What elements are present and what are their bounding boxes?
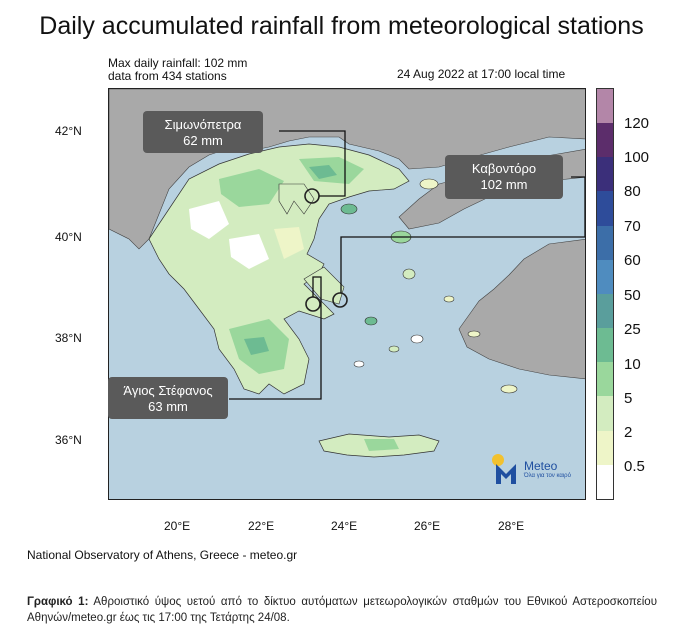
lon-tick-20: 20°E	[164, 519, 191, 533]
lon-tick-26: 26°E	[414, 519, 441, 533]
colorbar-segment	[597, 396, 613, 431]
colorbar-label: 0.5	[624, 458, 645, 475]
colorbar-segment	[597, 328, 613, 363]
callout-agios-stefanos-name: Άγιος Στέφανος	[123, 383, 213, 398]
caption-text: Αθροιστικό ύψος υετού από το δίκτυο αυτό…	[27, 596, 657, 624]
colorbar-segment	[597, 464, 613, 499]
colorbar-label: 100	[624, 149, 650, 166]
colorbar-segment	[597, 259, 613, 294]
logo-subtext: Όλα για τον καιρό	[524, 473, 571, 479]
lat-tick-36: 36°N	[55, 433, 82, 447]
callout-kavontoro-value: 102 mm	[480, 177, 528, 192]
max-rainfall-text: Max daily rainfall: 102 mm	[108, 56, 248, 70]
chalkidiki	[278, 183, 315, 215]
callout-agios-stefanos-value: 63 mm	[148, 399, 188, 414]
leader-line-kavontoro	[340, 176, 585, 293]
colorbar-label: 80	[624, 183, 641, 200]
colorbar-segment	[597, 293, 613, 329]
lat-tick-42: 42°N	[55, 124, 82, 138]
lon-tick-28: 28°E	[498, 519, 525, 533]
colorbar-segment	[597, 123, 613, 158]
colorbar-label: 120	[624, 115, 650, 132]
station-marker-kavontoro	[332, 292, 348, 308]
lat-tick-38: 38°N	[55, 331, 82, 345]
colorbar	[596, 88, 614, 500]
colorbar-label: 5	[624, 390, 633, 407]
colorbar-segment	[597, 430, 613, 465]
colorbar-segment	[597, 362, 613, 397]
colorbar-segment	[597, 89, 613, 124]
leader-line-simonopetra	[279, 130, 346, 197]
callout-simonopetra-value: 62 mm	[183, 133, 223, 148]
leader-line-agios-stefanos	[229, 276, 322, 400]
caption-label: Γραφικό 1:	[27, 596, 89, 608]
colorbar-label: 60	[624, 252, 641, 269]
colorbar-segment	[597, 191, 613, 226]
colorbar-label: 25	[624, 321, 641, 338]
callout-kavontoro-name: Καβοντόρο	[471, 161, 537, 176]
map-title: Daily accumulated rainfall from meteorol…	[39, 12, 644, 40]
meteo-logo: Meteo Όλα για τον καιρό	[490, 452, 576, 490]
callout-simonopetra-name: Σιμωνόπετρα	[164, 117, 242, 132]
callout-simonopetra: Σιμωνόπετρα 62 mm	[143, 111, 263, 153]
colorbar-label: 70	[624, 218, 641, 235]
colorbar-segment	[597, 225, 613, 260]
timestamp-text: 24 Aug 2022 at 17:00 local time	[397, 67, 566, 81]
callout-kavontoro: Καβοντόρο 102 mm	[445, 155, 563, 199]
lat-tick-40: 40°N	[55, 230, 82, 244]
logo-text: Meteo	[524, 459, 558, 473]
colorbar-label: 2	[624, 424, 633, 441]
sun-icon	[492, 454, 504, 466]
colorbar-label: 50	[624, 287, 641, 304]
lon-tick-24: 24°E	[331, 519, 358, 533]
evia	[303, 266, 345, 305]
colorbar-label: 10	[624, 356, 641, 373]
credit-text: National Observatory of Athens, Greece -…	[27, 548, 298, 562]
callout-agios-stefanos: Άγιος Στέφανος 63 mm	[108, 377, 228, 419]
figure-caption: Γραφικό 1: Αθροιστικό ύψος υετού από το …	[27, 594, 657, 626]
lon-tick-22: 22°E	[248, 519, 275, 533]
stations-text: data from 434 stations	[108, 69, 227, 83]
colorbar-segment	[597, 157, 613, 192]
